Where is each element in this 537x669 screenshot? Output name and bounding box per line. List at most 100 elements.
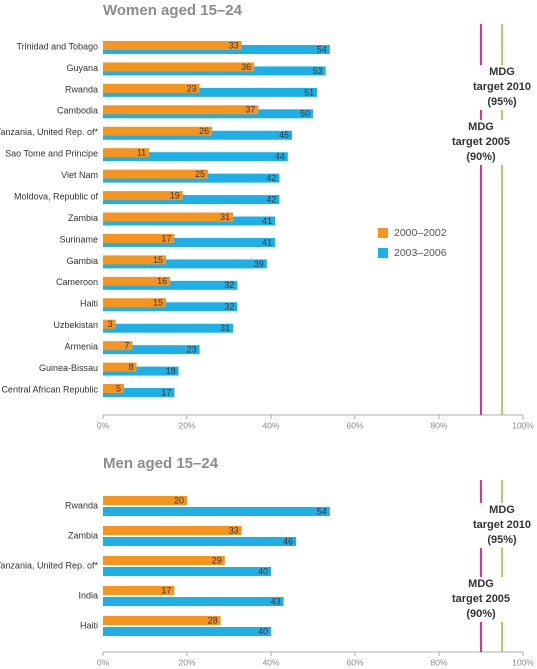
value-label: 8 bbox=[129, 362, 134, 372]
value-label: 41 bbox=[262, 237, 272, 247]
annotation: MDG bbox=[468, 121, 494, 133]
bar bbox=[103, 195, 280, 205]
x-tick-label: 20% bbox=[178, 657, 195, 667]
bar bbox=[103, 323, 234, 333]
bar bbox=[103, 169, 208, 179]
bar bbox=[103, 87, 318, 97]
x-tick-label: 60% bbox=[346, 657, 363, 667]
x-tick-label: 40% bbox=[262, 657, 279, 667]
x-tick-label: 0% bbox=[97, 420, 110, 430]
value-label: 19 bbox=[170, 190, 180, 200]
bar bbox=[103, 567, 271, 576]
value-label: 41 bbox=[262, 216, 272, 226]
value-label: 43 bbox=[271, 596, 281, 606]
category-label: Viet Nam bbox=[61, 170, 98, 180]
bar bbox=[103, 526, 242, 535]
annotation: (95%) bbox=[487, 534, 517, 546]
value-label: 36 bbox=[241, 62, 251, 72]
x-tick-label: 80% bbox=[430, 657, 447, 667]
value-label: 17 bbox=[161, 387, 171, 397]
category-label: Trinidad and Tobago bbox=[16, 41, 98, 51]
category-label: Uzbekistan bbox=[53, 320, 98, 330]
value-label: 23 bbox=[187, 345, 197, 355]
annotation: target 2010 bbox=[473, 81, 531, 93]
category-label: Moldova, Republic of bbox=[14, 191, 99, 201]
annotation-bg bbox=[450, 120, 512, 165]
x-tick-label: 100% bbox=[512, 420, 534, 430]
value-label: 15 bbox=[153, 255, 163, 265]
chart-title: Men aged 15–24 bbox=[103, 455, 219, 472]
chart-title: Women aged 15–24 bbox=[103, 2, 243, 19]
value-label: 54 bbox=[317, 506, 327, 516]
x-tick-label: 0% bbox=[97, 657, 110, 667]
value-label: 51 bbox=[304, 87, 314, 97]
legend-swatch bbox=[378, 228, 388, 238]
bar bbox=[103, 105, 259, 115]
annotation: target 2005 bbox=[452, 136, 510, 148]
value-label: 18 bbox=[166, 366, 176, 376]
category-label: Gambia bbox=[66, 256, 98, 266]
bar bbox=[103, 616, 221, 625]
bar bbox=[103, 255, 166, 265]
value-label: 15 bbox=[153, 298, 163, 308]
legend-swatch bbox=[378, 248, 388, 258]
value-label: 53 bbox=[313, 66, 323, 76]
bar bbox=[103, 298, 166, 308]
bar bbox=[103, 556, 225, 565]
annotation: (90%) bbox=[466, 151, 496, 163]
value-label: 42 bbox=[266, 173, 276, 183]
bar bbox=[103, 496, 187, 505]
value-label: 5 bbox=[116, 383, 121, 393]
bar bbox=[103, 345, 200, 355]
value-label: 32 bbox=[224, 280, 234, 290]
bar bbox=[103, 148, 150, 158]
value-label: 28 bbox=[208, 615, 218, 625]
value-label: 39 bbox=[254, 259, 264, 269]
category-label: India bbox=[78, 590, 98, 600]
bar bbox=[103, 507, 330, 516]
category-label: Tanzania, United Rep. of* bbox=[0, 127, 98, 137]
category-label: Cambodia bbox=[57, 106, 98, 116]
value-label: 3 bbox=[108, 319, 113, 329]
annotation: MDG bbox=[489, 66, 515, 78]
x-tick-label: 20% bbox=[178, 420, 195, 430]
bar bbox=[103, 83, 200, 93]
value-label: 33 bbox=[229, 525, 239, 535]
bar bbox=[103, 366, 179, 376]
value-label: 17 bbox=[161, 233, 171, 243]
bar bbox=[103, 233, 175, 243]
value-label: 37 bbox=[245, 105, 255, 115]
value-label: 50 bbox=[300, 109, 310, 119]
value-label: 46 bbox=[283, 536, 293, 546]
bar bbox=[103, 384, 124, 394]
category-label: Sao Tome and Principe bbox=[5, 149, 98, 159]
value-label: 26 bbox=[199, 126, 209, 136]
value-label: 54 bbox=[317, 44, 327, 54]
bar bbox=[103, 586, 175, 595]
annotation-bg bbox=[450, 577, 512, 622]
bar bbox=[103, 41, 242, 50]
value-label: 44 bbox=[275, 152, 285, 162]
x-tick-label: 60% bbox=[346, 420, 363, 430]
value-label: 29 bbox=[212, 555, 222, 565]
bar bbox=[103, 537, 297, 546]
category-label: Zambia bbox=[68, 530, 98, 540]
value-label: 25 bbox=[195, 169, 205, 179]
x-tick-label: 100% bbox=[512, 657, 534, 667]
category-label: Haiti bbox=[80, 620, 98, 630]
annotation-bg bbox=[471, 65, 533, 110]
bar bbox=[103, 212, 234, 222]
bar bbox=[103, 62, 255, 72]
value-label: 16 bbox=[157, 276, 167, 286]
value-label: 31 bbox=[220, 323, 230, 333]
value-label: 45 bbox=[279, 130, 289, 140]
category-label: Cameroon bbox=[56, 277, 98, 287]
annotation: MDG bbox=[468, 578, 494, 590]
annotation-bg bbox=[471, 503, 533, 548]
legend-label: 2003–2006 bbox=[394, 247, 447, 259]
category-label: Haiti bbox=[80, 299, 98, 309]
value-label: 23 bbox=[187, 83, 197, 93]
value-label: 17 bbox=[161, 585, 171, 595]
category-label: Tanzania, United Rep. of* bbox=[0, 560, 98, 570]
bar bbox=[103, 362, 137, 372]
